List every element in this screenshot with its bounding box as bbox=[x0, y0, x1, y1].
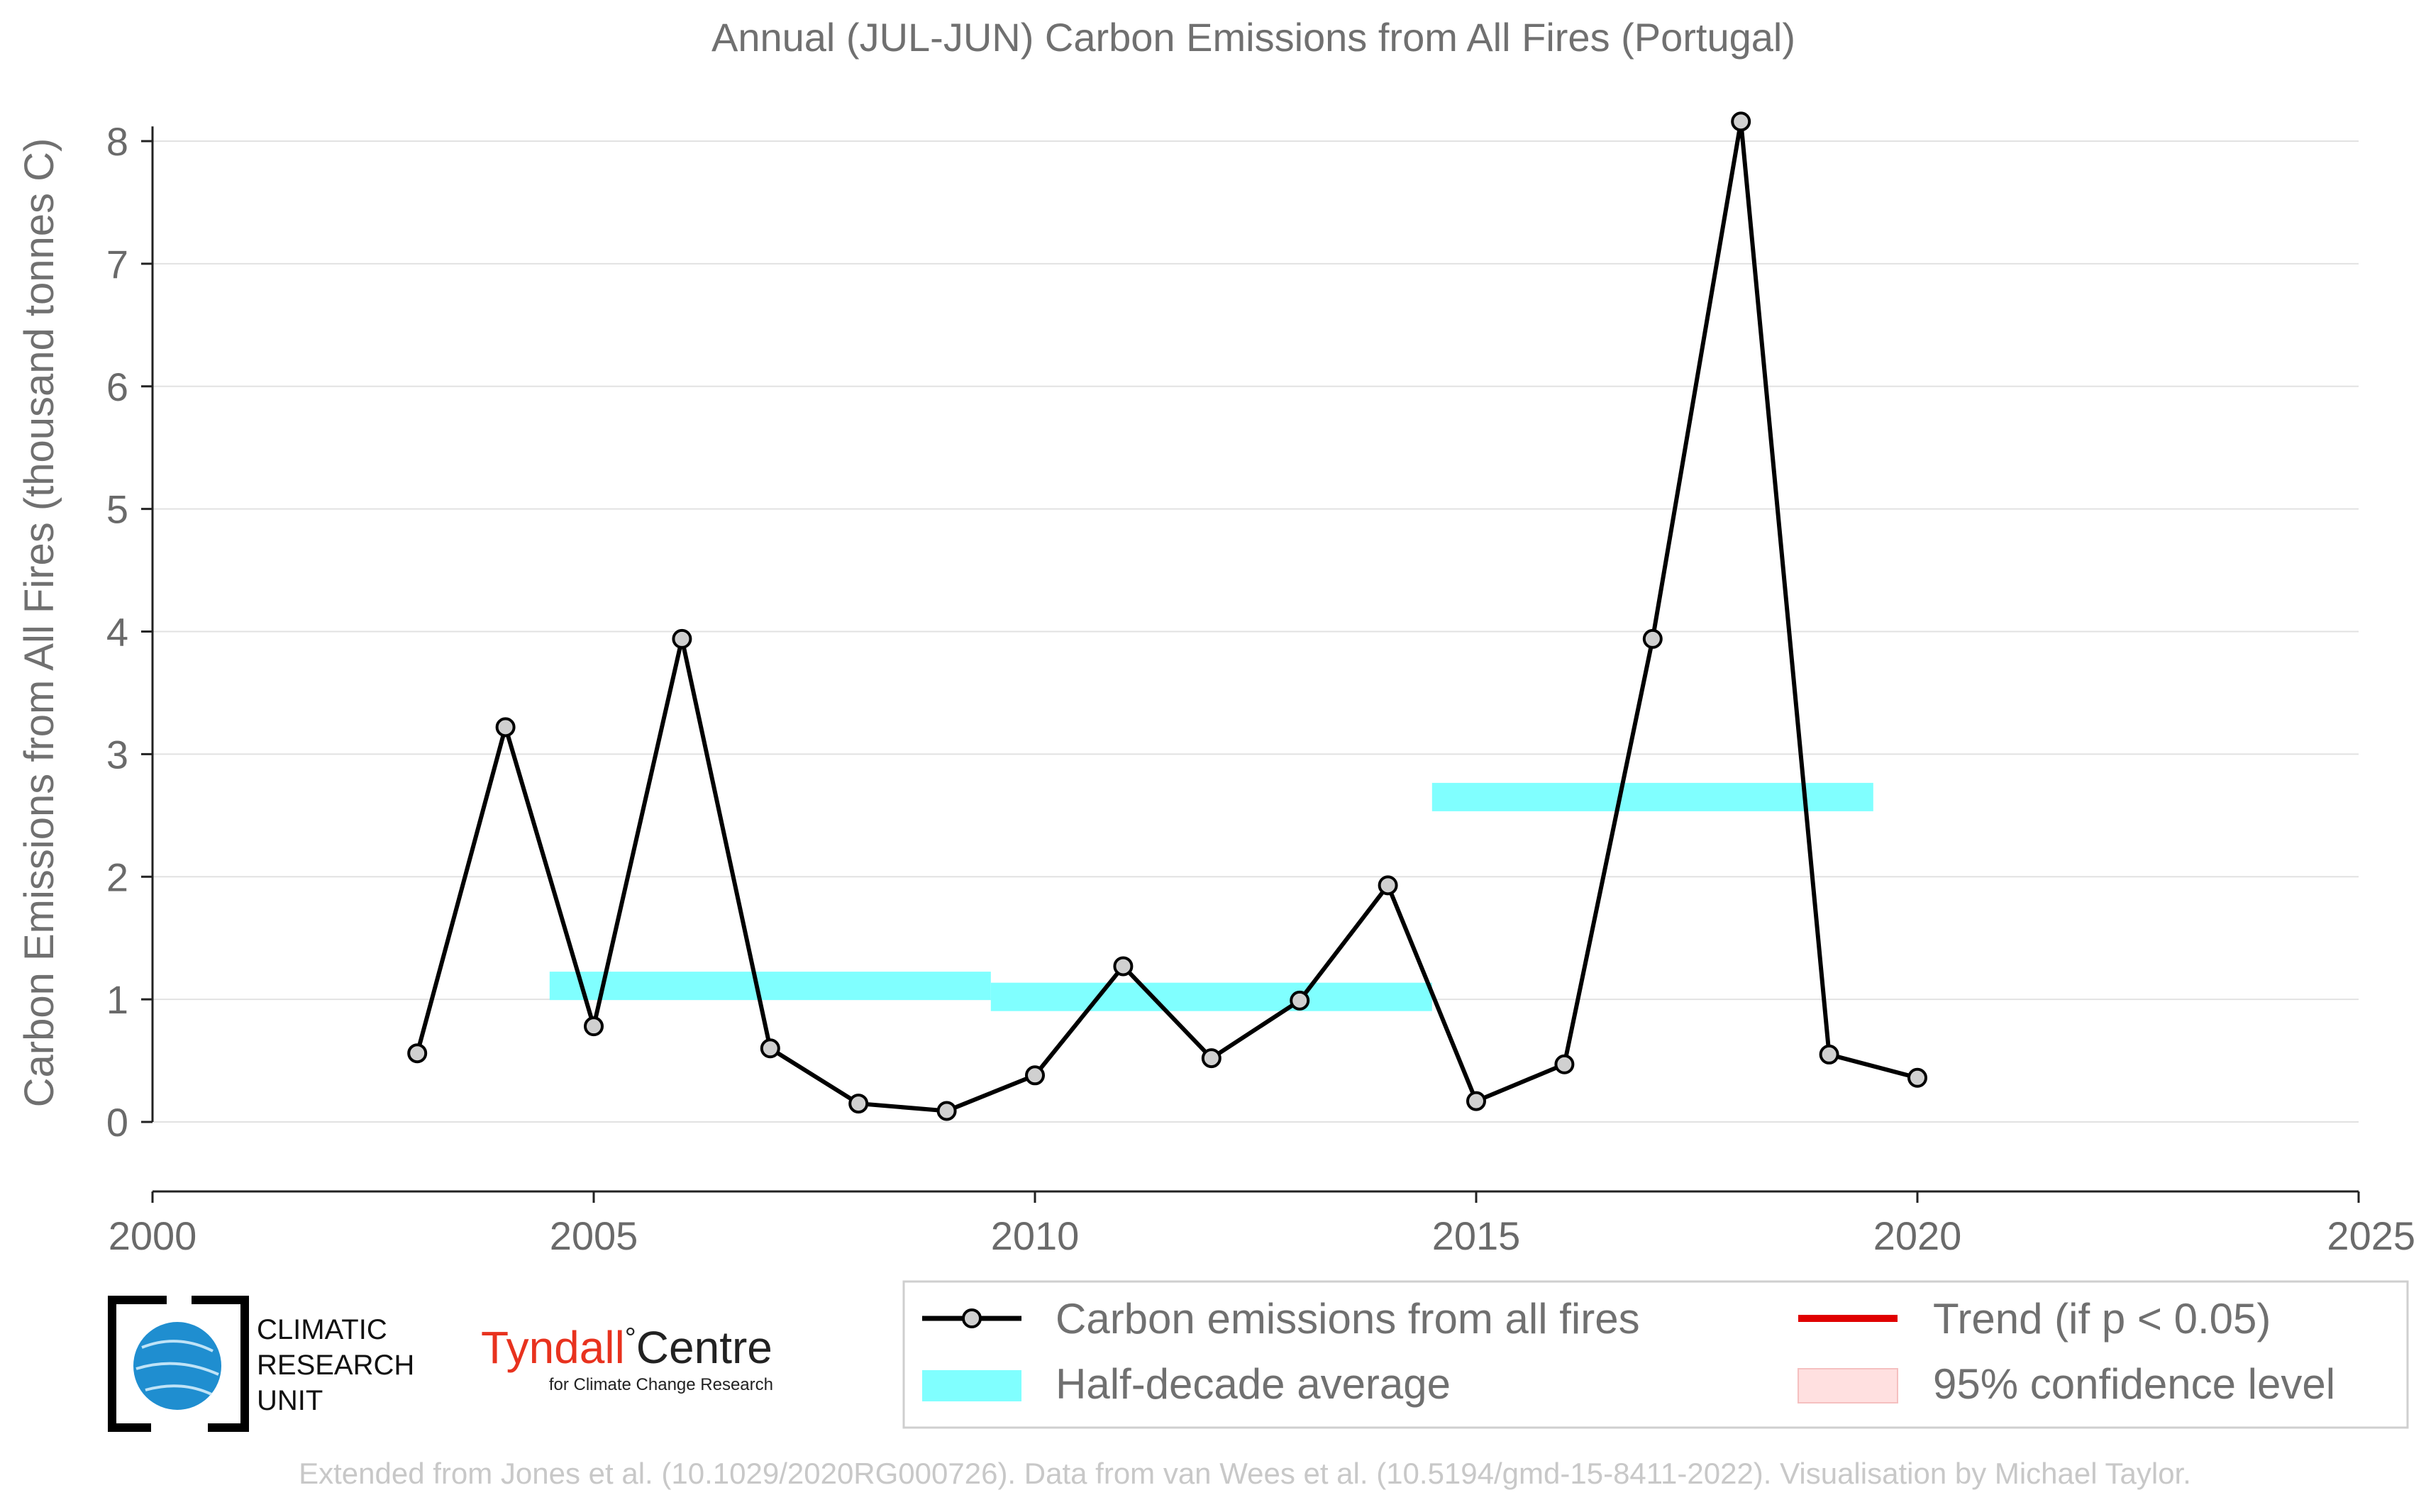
data-point bbox=[1731, 111, 1751, 132]
y-tick-label: 8 bbox=[106, 119, 128, 164]
data-point bbox=[760, 1038, 780, 1059]
data-point bbox=[848, 1094, 869, 1114]
source-footer: Extended from Jones et al. (10.1029/2020… bbox=[299, 1457, 2191, 1490]
y-tick-label: 2 bbox=[106, 855, 128, 899]
data-point bbox=[1290, 990, 1310, 1011]
globe-swirl bbox=[135, 1340, 219, 1396]
cru-logo-line-3: UNIT bbox=[257, 1385, 323, 1416]
legend-confidence-swatch bbox=[1798, 1368, 1898, 1403]
x-tick-label: 2020 bbox=[1873, 1213, 1962, 1258]
data-point bbox=[1819, 1044, 1839, 1064]
tyndall-logo-degree: ° bbox=[625, 1323, 636, 1354]
tyndall-logo: Tyndall°Centre for Climate Change Resear… bbox=[481, 1322, 773, 1394]
emissions-series bbox=[407, 111, 1927, 1121]
cru-logo: CLIMATIC RESEARCH UNIT bbox=[108, 1296, 414, 1432]
data-point bbox=[1907, 1067, 1927, 1088]
x-tick-label: 2005 bbox=[550, 1213, 638, 1258]
legend-band-swatch bbox=[922, 1370, 1021, 1401]
series-line bbox=[415, 119, 1918, 1113]
data-point bbox=[1378, 875, 1398, 896]
half-decade-average-band bbox=[549, 972, 991, 1001]
tyndall-logo-name: Tyndall bbox=[481, 1322, 625, 1373]
data-point bbox=[584, 1016, 604, 1037]
data-point bbox=[1642, 628, 1663, 649]
half-decade-average-bands bbox=[549, 782, 1873, 1011]
cru-logo-line-1: CLIMATIC bbox=[257, 1314, 387, 1345]
legend-label-confidence: 95% confidence level bbox=[1933, 1360, 2335, 1408]
legend-label-average: Half-decade average bbox=[1056, 1360, 1451, 1408]
grid-lines bbox=[153, 140, 2359, 1123]
x-tick-label: 2000 bbox=[109, 1213, 197, 1258]
tyndall-logo-wordmark: Tyndall°Centre bbox=[481, 1322, 772, 1373]
y-axis: 0 1 2 3 4 5 6 7 8 bbox=[106, 119, 154, 1145]
legend-box bbox=[902, 1280, 2409, 1429]
x-tick-label: 2010 bbox=[991, 1213, 1080, 1258]
y-tick-label: 1 bbox=[106, 977, 128, 1022]
legend: Carbon emissions from all fires Trend (i… bbox=[902, 1280, 2409, 1429]
legend-marker-swatch bbox=[962, 1308, 982, 1328]
legend-label-trend: Trend (if p < 0.05) bbox=[1933, 1295, 2271, 1343]
y-tick-label: 6 bbox=[106, 365, 128, 409]
data-point bbox=[1554, 1054, 1575, 1074]
data-point bbox=[1466, 1091, 1486, 1111]
x-axis: 2000 2005 2010 2015 2020 2025 bbox=[109, 1190, 2415, 1258]
legend-label-series: Carbon emissions from all fires bbox=[1056, 1295, 1640, 1343]
data-point bbox=[1113, 956, 1134, 977]
data-point bbox=[936, 1101, 957, 1121]
y-tick-label: 4 bbox=[106, 610, 128, 655]
data-point bbox=[1025, 1065, 1045, 1086]
half-decade-average-band bbox=[1431, 782, 1873, 811]
y-tick-label: 3 bbox=[106, 732, 128, 777]
x-tick-label: 2025 bbox=[2327, 1213, 2415, 1258]
data-point bbox=[672, 628, 692, 649]
y-axis-label: Carbon Emissions from All Fires (thousan… bbox=[16, 138, 62, 1108]
chart-title: Annual (JUL-JUN) Carbon Emissions from A… bbox=[711, 15, 1795, 60]
cru-logo-bracket-right bbox=[192, 1296, 249, 1432]
y-tick-label: 5 bbox=[106, 487, 128, 532]
cru-logo-line-2: RESEARCH bbox=[257, 1350, 414, 1381]
data-point bbox=[1201, 1048, 1222, 1069]
y-tick-label: 7 bbox=[106, 242, 128, 287]
tyndall-logo-centre: Centre bbox=[636, 1322, 772, 1373]
y-tick-label: 0 bbox=[106, 1100, 128, 1145]
data-point bbox=[495, 717, 516, 738]
cru-logo-bracket-left bbox=[108, 1296, 167, 1432]
half-decade-average-band bbox=[990, 982, 1432, 1011]
x-tick-label: 2015 bbox=[1432, 1213, 1521, 1258]
data-point bbox=[407, 1043, 428, 1064]
tyndall-logo-subtitle: for Climate Change Research bbox=[549, 1375, 773, 1394]
